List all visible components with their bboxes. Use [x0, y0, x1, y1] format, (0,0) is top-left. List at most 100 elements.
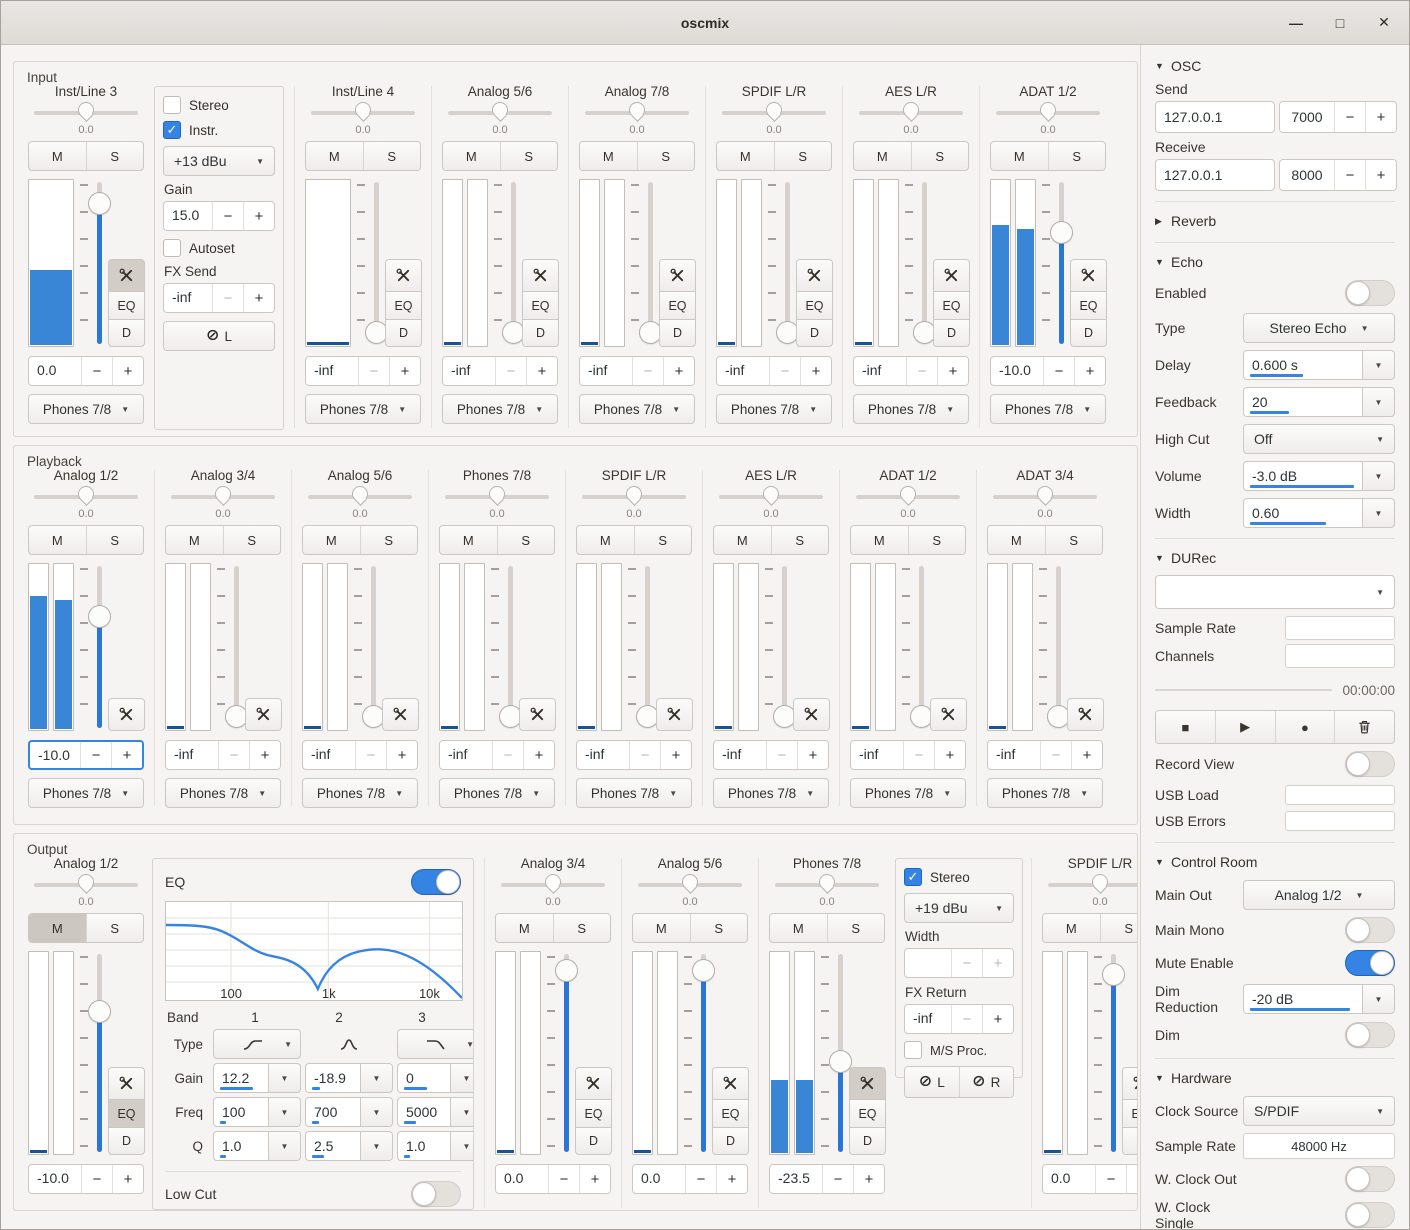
mute-button[interactable]: M: [991, 142, 1049, 170]
routing-dropdown[interactable]: Phones 7/8 ▼: [28, 778, 144, 808]
pan-slider[interactable]: [638, 874, 742, 895]
chevron-down-icon[interactable]: ▼: [450, 1131, 473, 1161]
volume-decrement-button[interactable]: −: [495, 357, 526, 385]
control-room-expander[interactable]: ▼ Control Room: [1155, 851, 1395, 873]
pan-slider[interactable]: [859, 102, 963, 123]
volume-fader[interactable]: [80, 951, 112, 1155]
pan-slider-thumb[interactable]: [215, 486, 231, 502]
solo-button[interactable]: S: [912, 142, 969, 170]
solo-button[interactable]: S: [501, 142, 558, 170]
channel-settings-tools-button[interactable]: [385, 259, 422, 292]
volume-increment-button[interactable]: +: [800, 357, 831, 385]
dim-reduction-entry[interactable]: -20 dB: [1243, 984, 1362, 1014]
volume-decrement-button[interactable]: −: [685, 1165, 716, 1193]
volume-fader[interactable]: [628, 563, 660, 731]
pan-slider[interactable]: [996, 102, 1100, 123]
pan-slider-thumb[interactable]: [352, 486, 368, 502]
volume-increment-button[interactable]: +: [716, 1165, 747, 1193]
volume-decrement-button[interactable]: −: [1040, 741, 1071, 769]
channel-eq-button[interactable]: EQ: [796, 292, 833, 320]
chevron-down-icon[interactable]: ▼: [360, 1097, 393, 1127]
volume-increment-button[interactable]: +: [112, 357, 143, 385]
width-decrement-button[interactable]: −: [951, 949, 982, 977]
channel-settings-tools-button[interactable]: [1070, 259, 1107, 292]
pan-slider-thumb[interactable]: [629, 102, 645, 118]
volume-decrement-button[interactable]: −: [548, 1165, 579, 1193]
volume-value[interactable]: 0.0: [37, 362, 57, 378]
routing-dropdown[interactable]: Phones 7/8 ▼: [850, 778, 966, 808]
channel-eq-button[interactable]: EQ: [933, 292, 970, 320]
channel-dynamics-button[interactable]: D: [1122, 1128, 1137, 1155]
channel-settings-tools-button[interactable]: [575, 1067, 612, 1100]
volume-fader[interactable]: [80, 179, 112, 347]
volume-value[interactable]: -inf: [174, 746, 194, 762]
eq-enable-toggle[interactable]: [411, 869, 461, 895]
volume-decrement-button[interactable]: −: [492, 741, 523, 769]
pan-slider-thumb[interactable]: [1040, 102, 1056, 118]
chevron-down-icon[interactable]: ▼: [268, 1131, 301, 1161]
record-button[interactable]: ●: [1274, 711, 1335, 743]
mute-left-button[interactable]: ⊘ L: [163, 321, 275, 351]
fx-return-increment-button[interactable]: +: [982, 1005, 1013, 1033]
fader-thumb[interactable]: [692, 959, 715, 983]
channel-settings-tools-button[interactable]: [796, 259, 833, 292]
channel-dynamics-button[interactable]: D: [712, 1128, 749, 1155]
volume-increment-button[interactable]: +: [386, 741, 417, 769]
volume-decrement-button[interactable]: −: [1095, 1165, 1126, 1193]
pan-slider[interactable]: [582, 486, 686, 507]
volume-value[interactable]: -23.5: [778, 1170, 810, 1186]
volume-value[interactable]: -inf: [722, 746, 742, 762]
channel-eq-button[interactable]: EQ: [522, 292, 559, 320]
hardware-expander[interactable]: ▼ Hardware: [1155, 1067, 1395, 1089]
eq-band1-freq-entry[interactable]: 100: [213, 1097, 268, 1127]
dim-toggle[interactable]: [1345, 1022, 1395, 1048]
volume-fader[interactable]: [217, 563, 249, 731]
reference-level-dropdown[interactable]: +19 dBu ▼: [904, 893, 1014, 923]
pan-slider-thumb[interactable]: [766, 102, 782, 118]
volume-increment-button[interactable]: +: [663, 357, 694, 385]
volume-value[interactable]: -inf: [311, 746, 331, 762]
volume-increment-button[interactable]: +: [1071, 741, 1102, 769]
instr-checkbox[interactable]: ✓: [163, 121, 181, 139]
volume-fader[interactable]: [684, 951, 716, 1155]
close-icon[interactable]: ✕: [1378, 14, 1390, 30]
channel-settings-tools-button[interactable]: [793, 698, 830, 731]
eq-band1-q-entry[interactable]: 1.0: [213, 1131, 268, 1161]
pan-slider-thumb[interactable]: [903, 102, 919, 118]
solo-button[interactable]: S: [364, 142, 421, 170]
pan-slider-thumb[interactable]: [1092, 874, 1108, 890]
solo-button[interactable]: S: [1046, 526, 1103, 554]
mute-button[interactable]: M: [496, 914, 554, 942]
channel-dynamics-button[interactable]: D: [849, 1128, 886, 1155]
channel-dynamics-button[interactable]: D: [796, 320, 833, 347]
routing-dropdown[interactable]: Phones 7/8 ▼: [990, 394, 1106, 424]
mute-left-button[interactable]: ⊘ L: [905, 1067, 959, 1097]
volume-value[interactable]: 0.0: [641, 1170, 661, 1186]
chevron-down-icon[interactable]: ▼: [1362, 461, 1395, 491]
echo-enabled-toggle[interactable]: [1345, 280, 1395, 306]
chevron-down-icon[interactable]: ▼: [360, 1063, 393, 1093]
pan-slider-thumb[interactable]: [78, 874, 94, 890]
volume-value[interactable]: -inf: [725, 362, 745, 378]
routing-dropdown[interactable]: Phones 7/8 ▼: [576, 778, 692, 808]
chevron-down-icon[interactable]: ▼: [360, 1131, 393, 1161]
eq-band2-freq-entry[interactable]: 700: [305, 1097, 360, 1127]
volume-decrement-button[interactable]: −: [629, 741, 660, 769]
channel-eq-button[interactable]: EQ: [1122, 1100, 1137, 1128]
pan-slider[interactable]: [856, 486, 960, 507]
solo-button[interactable]: S: [554, 914, 611, 942]
width-increment-button[interactable]: +: [982, 949, 1013, 977]
pan-slider[interactable]: [308, 486, 412, 507]
mute-button[interactable]: M: [29, 142, 87, 170]
wclock-single-toggle[interactable]: [1345, 1202, 1395, 1228]
volume-decrement-button[interactable]: −: [81, 1165, 112, 1193]
fx-send-value[interactable]: -inf: [172, 289, 192, 305]
chevron-down-icon[interactable]: ▼: [1362, 498, 1395, 528]
channel-settings-tools-button[interactable]: [108, 698, 145, 731]
volume-fader[interactable]: [821, 951, 853, 1155]
pan-slider[interactable]: [171, 486, 275, 507]
pan-slider-thumb[interactable]: [763, 486, 779, 502]
channel-eq-button[interactable]: EQ: [108, 292, 145, 320]
channel-eq-button[interactable]: EQ: [575, 1100, 612, 1128]
reference-level-dropdown[interactable]: +13 dBu ▼: [163, 146, 275, 176]
